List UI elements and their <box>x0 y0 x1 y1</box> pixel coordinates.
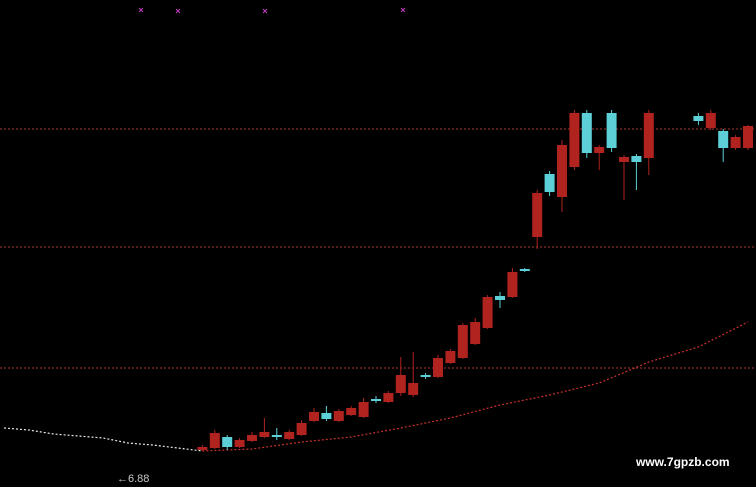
candle-body <box>457 325 468 358</box>
candle-body <box>433 358 443 377</box>
candle-body <box>718 131 729 148</box>
candle-body <box>532 193 543 237</box>
candle-body <box>309 412 319 421</box>
candle-body <box>507 272 518 297</box>
candle-body <box>321 413 332 419</box>
candle-body <box>383 393 394 402</box>
candle-body <box>284 432 295 439</box>
candle-body <box>631 156 642 162</box>
candle-body <box>445 351 456 363</box>
candle-body <box>420 375 431 377</box>
candle-body <box>259 432 270 437</box>
moving-average <box>202 321 749 452</box>
candle-body <box>209 433 220 448</box>
candle-body <box>346 408 357 415</box>
candle-body <box>619 157 629 162</box>
candle-body <box>222 437 233 447</box>
candle-body <box>519 269 530 271</box>
signal-marker <box>262 8 268 14</box>
candle-body <box>705 113 716 128</box>
candle-body <box>693 116 704 121</box>
signal-markers <box>138 7 406 14</box>
candle-body <box>594 147 605 153</box>
candle-body <box>408 383 419 395</box>
candle-body <box>296 423 307 435</box>
candle-body <box>643 113 654 158</box>
candle-body <box>606 113 617 148</box>
candle-body <box>470 322 481 344</box>
candle-body <box>557 145 567 197</box>
candle-body <box>271 435 282 437</box>
candle-body <box>730 137 741 148</box>
watermark: www.7gpzb.com <box>635 455 730 469</box>
signal-marker <box>400 7 406 13</box>
candle-body <box>395 375 406 393</box>
signal-marker <box>175 8 181 14</box>
candle-body <box>234 440 245 447</box>
candle-body <box>371 399 381 401</box>
candle-body <box>544 174 555 192</box>
candle-body <box>247 435 257 441</box>
candle-body <box>569 113 580 167</box>
candle-body <box>495 296 505 300</box>
moving-average <box>3 427 203 452</box>
candle-body <box>743 126 753 148</box>
candle-body <box>581 113 592 153</box>
signal-marker <box>138 7 144 13</box>
candle-body <box>197 447 208 450</box>
candle-body <box>333 411 344 421</box>
candle-body <box>358 402 369 417</box>
low-annotation: ←6.88 <box>117 473 149 485</box>
candle-body <box>482 297 493 328</box>
